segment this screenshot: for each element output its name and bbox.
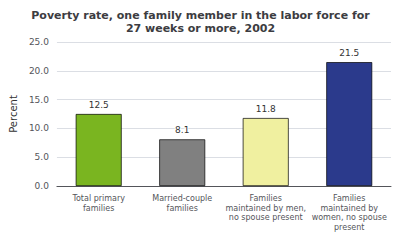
svg-text:Poverty rate, one family membe: Poverty rate, one family member in the l…	[31, 9, 370, 22]
svg-text:maintained by: maintained by	[320, 204, 378, 213]
svg-text:8.1: 8.1	[175, 125, 189, 135]
svg-text:12.5: 12.5	[89, 100, 109, 110]
svg-text:10.0: 10.0	[29, 123, 49, 133]
svg-text:20.0: 20.0	[29, 66, 49, 76]
svg-text:Married-couple: Married-couple	[152, 194, 212, 203]
svg-text:11.8: 11.8	[256, 104, 276, 114]
svg-text:no spouse present: no spouse present	[229, 213, 303, 222]
svg-text:27 weeks or more, 2002: 27 weeks or more, 2002	[126, 22, 275, 35]
svg-text:25.0: 25.0	[29, 37, 49, 47]
svg-text:Families: Families	[250, 194, 282, 203]
svg-text:families: families	[83, 204, 114, 213]
svg-text:15.0: 15.0	[29, 95, 49, 105]
svg-text:5.0: 5.0	[35, 152, 50, 162]
svg-text:present: present	[334, 223, 364, 232]
svg-text:Total primary: Total primary	[71, 194, 125, 203]
svg-text:0.0: 0.0	[35, 181, 50, 191]
svg-text:families: families	[167, 204, 198, 213]
svg-text:Percent: Percent	[8, 95, 19, 133]
svg-text:women, no spouse: women, no spouse	[312, 213, 387, 222]
svg-text:Families: Families	[333, 194, 365, 203]
svg-text:maintained by men,: maintained by men,	[225, 204, 306, 213]
svg-text:21.5: 21.5	[339, 48, 359, 58]
